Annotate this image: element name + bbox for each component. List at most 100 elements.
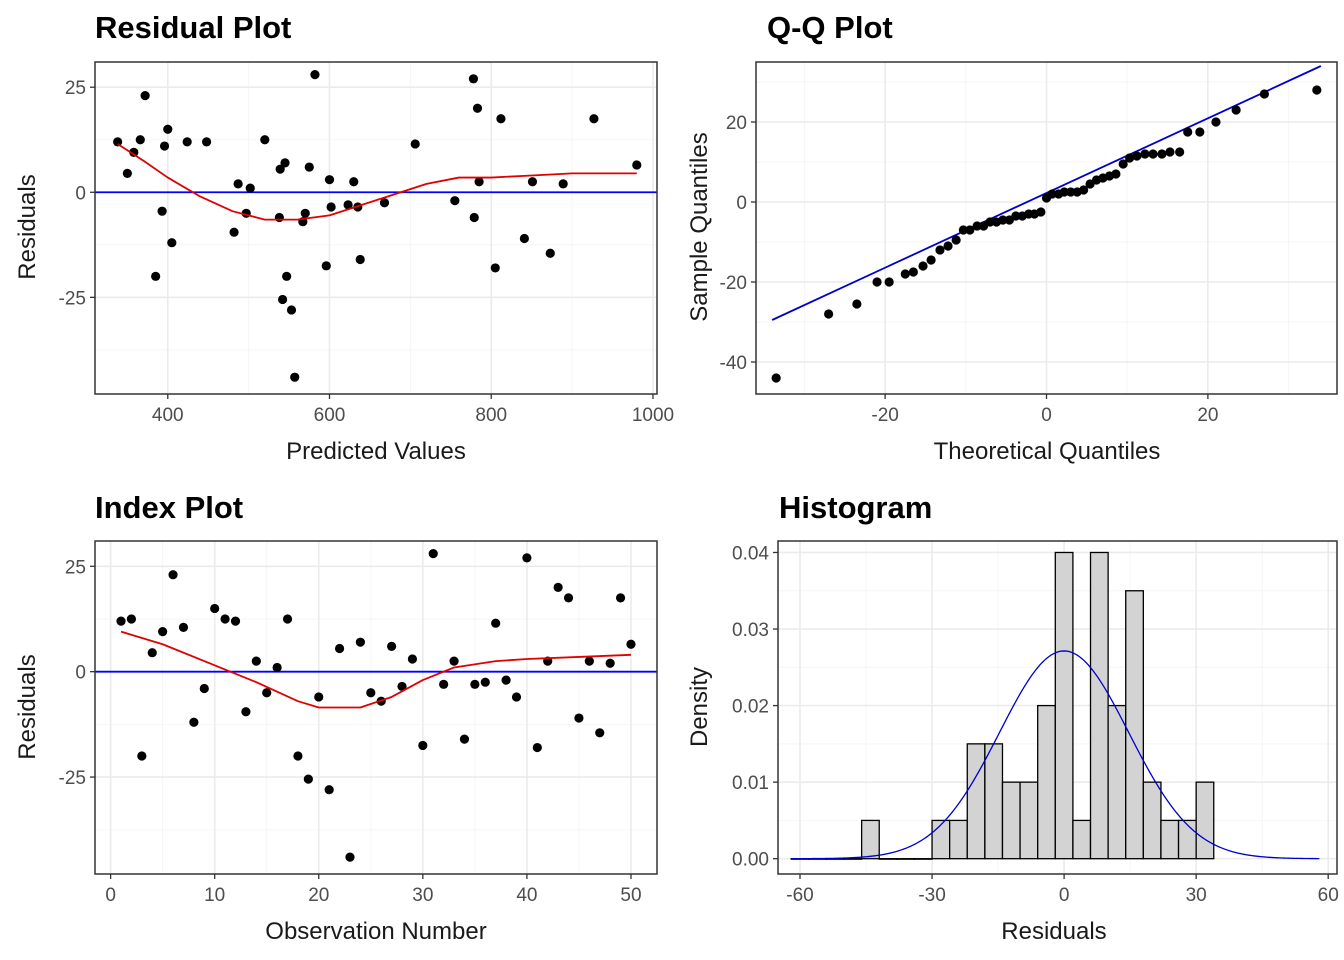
chart-index-point: [449, 656, 459, 666]
chart-residual-point: [233, 179, 243, 189]
chart-residual-point: [151, 271, 161, 281]
chart-qq-point: [1125, 153, 1135, 163]
chart-qq-point: [771, 373, 781, 383]
chart-residual-point: [245, 183, 255, 193]
chart-index-point: [324, 785, 334, 795]
chart-qq-point: [1175, 147, 1185, 157]
histogram-bar: [966, 743, 986, 860]
residual-plot-title: Residual Plot: [95, 10, 291, 45]
chart-index-x-tick-label: 0: [105, 885, 116, 906]
chart-qq-point: [872, 277, 882, 287]
chart-index-y-tick-label: -25: [59, 768, 86, 789]
histogram-bar: [878, 858, 898, 860]
chart-qq-point: [935, 245, 945, 255]
chart-index-point: [116, 616, 126, 626]
residual-plot-xlabel: Predicted Values: [286, 438, 466, 465]
chart-index-point: [605, 658, 615, 668]
chart-residual-y-tick-label: -25: [59, 288, 86, 309]
chart-histogram-axes: -60 -30 0 30 60 0.00 0.01 0.02 0.03 0.04: [732, 543, 1339, 906]
chart-residual-point: [182, 137, 192, 147]
chart-index-point: [439, 679, 449, 689]
chart-residual-point: [632, 160, 642, 170]
chart-index-point: [126, 614, 137, 624]
chart-qq-point: [908, 267, 918, 277]
chart-residual-point: [167, 238, 177, 248]
chart-residual-background: [95, 62, 657, 394]
chart-histogram-y-tick-label: 0.03: [732, 620, 769, 641]
chart-index-point: [418, 740, 428, 751]
chart-residual-x-tick-label: 800: [475, 405, 507, 426]
chart-index-x-tick-label: 10: [204, 885, 225, 906]
chart-index-point: [293, 751, 303, 761]
chart-index-point: [355, 637, 365, 647]
histogram-ylabel: Density: [686, 667, 713, 747]
histogram-bar: [1195, 781, 1215, 860]
qq-plot-ylabel: Sample Quantiles: [686, 132, 713, 321]
chart-histogram-x-tick-label: -30: [918, 885, 945, 906]
chart-histogram-plot-area: [777, 540, 1338, 875]
chart-residual-point: [201, 137, 212, 147]
chart-residual-point: [469, 212, 479, 223]
chart-residual-point: [286, 305, 297, 315]
chart-qq-y-tick-label: -40: [720, 353, 747, 374]
chart-residual-point: [229, 227, 239, 237]
histogram-bar: [896, 858, 916, 860]
chart-residual-point: [326, 202, 336, 212]
chart-residual-point: [278, 294, 288, 305]
chart-qq-y-tick-label: 0: [736, 193, 747, 214]
chart-residual-point: [300, 208, 310, 218]
histogram-bar: [1019, 781, 1039, 860]
chart-qq-plot-area: [755, 61, 1338, 395]
chart-index-point: [178, 622, 189, 633]
chart-qq-point: [884, 277, 894, 287]
chart-residual-point: [280, 158, 290, 168]
chart-index-point: [595, 728, 605, 738]
chart-index-point: [615, 593, 626, 603]
chart-index-point: [511, 692, 522, 702]
chart-residual-point: [260, 135, 270, 145]
chart-index-point: [282, 614, 293, 624]
chart-histogram-bars: [790, 551, 1215, 860]
chart-qq-y-tick-label: 20: [726, 113, 747, 134]
histogram-bar: [1072, 819, 1092, 860]
chart-index-point: [366, 688, 376, 698]
chart-residual-axes: 400 600 800 1000 -25 0 25: [59, 78, 675, 426]
chart-residual-point: [324, 175, 335, 185]
chart-residual-x-tick-label: 600: [314, 405, 346, 426]
chart-qq-point: [1148, 149, 1158, 159]
chart-qq-point: [951, 235, 961, 245]
chart-index-x-tick-label: 20: [308, 885, 329, 906]
chart-index-point: [428, 549, 438, 559]
chart-residual-point: [527, 177, 538, 187]
histogram-title: Histogram: [779, 490, 932, 525]
chart-qq-point: [985, 217, 995, 227]
chart-qq-y-tick-label: -20: [720, 273, 747, 294]
chart-index-point: [230, 616, 241, 626]
histogram-xlabel: Residuals: [1001, 918, 1106, 945]
chart-qq-point: [958, 225, 968, 235]
chart-index-panel-border: [94, 540, 658, 875]
chart-index-point: [272, 662, 282, 673]
chart-residual-y-tick-label: 0: [75, 183, 86, 204]
chart-residual-point: [129, 147, 139, 157]
chart-residual-point: [450, 196, 460, 206]
chart-qq-point: [1059, 187, 1069, 197]
chart-index-x-tick-label: 40: [516, 885, 537, 906]
chart-residual-smooth-line: [117, 143, 637, 221]
chart-qq-point: [1183, 127, 1193, 137]
chart-index-point: [303, 774, 313, 784]
histogram-bar: [1001, 781, 1021, 860]
chart-qq-x-tick-label: -20: [871, 405, 898, 426]
chart-histogram-x-tick-label: -60: [786, 885, 813, 906]
chart-index-axes: 0 10 20 30 40 50 -25 0 25: [59, 557, 642, 906]
chart-qq-point: [1140, 149, 1150, 159]
chart-residual-point: [490, 263, 500, 273]
chart-residual-point: [379, 198, 390, 208]
residual-plot-ylabel: Residuals: [14, 174, 41, 279]
chart-index-x-tick-label: 50: [620, 885, 641, 906]
chart-residual-point: [349, 177, 359, 187]
chart-qq-point: [900, 269, 910, 279]
chart-index-point: [147, 648, 157, 658]
residual-plot-panel: Residual Plot Predicted Values Residuals…: [14, 10, 674, 465]
chart-residual-point: [355, 254, 365, 265]
